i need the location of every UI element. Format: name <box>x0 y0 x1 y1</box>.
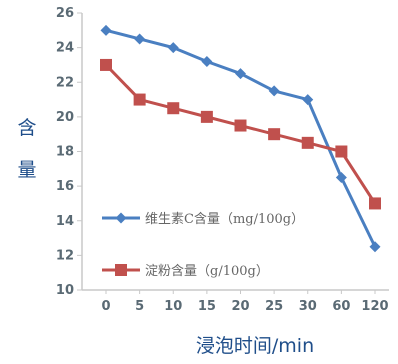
x-tick-label: 60 <box>332 299 350 314</box>
y-tick-label: 26 <box>56 6 74 21</box>
legend-marker <box>115 212 127 224</box>
y-tick-label: 14 <box>56 214 74 229</box>
data-point <box>369 197 381 210</box>
data-point <box>369 241 381 253</box>
data-point <box>268 128 281 141</box>
x-axis-ticks: 0 5 10 15 20 25 30 60 120 <box>101 290 389 314</box>
x-tick-label: 120 <box>361 299 388 314</box>
data-point <box>301 136 314 149</box>
data-point <box>200 110 213 123</box>
data-point <box>201 55 213 67</box>
y-tick-label: 20 <box>56 110 74 125</box>
legend-label: 淀粉含量（g/100g） <box>145 263 269 279</box>
x-axis-title: 浸泡时间/min <box>196 335 314 357</box>
x-tick-label: 15 <box>198 299 216 314</box>
y-tick-label: 12 <box>56 248 74 263</box>
x-tick-label: 0 <box>101 299 110 314</box>
data-point <box>235 68 246 80</box>
legend-label: 维生素C含量（mg/100g） <box>145 211 304 227</box>
data-point <box>134 33 146 45</box>
data-point <box>167 102 180 115</box>
y-tick-label: 22 <box>56 75 74 90</box>
y-axis-ticks: 10 12 14 16 18 20 22 24 26 <box>56 6 82 298</box>
x-tick-label: 20 <box>231 299 249 314</box>
y-tick-label: 16 <box>56 179 74 194</box>
x-tick-label: 10 <box>164 299 182 314</box>
series-line-2 <box>104 63 377 205</box>
data-point <box>268 85 280 97</box>
data-point <box>100 58 112 71</box>
y-tick-label: 18 <box>56 145 74 160</box>
y-axis-title-char: 含 <box>17 117 36 139</box>
data-point <box>335 145 348 158</box>
y-axis-title-char: 量 <box>17 159 36 181</box>
data-point <box>234 119 247 132</box>
x-tick-label: 5 <box>135 299 144 314</box>
y-axis-title: 含量 <box>17 117 36 181</box>
data-point <box>100 24 112 36</box>
y-tick-label: 10 <box>56 283 74 298</box>
x-tick-label: 30 <box>299 299 317 314</box>
data-point <box>335 171 347 183</box>
y-tick-label: 24 <box>56 41 74 56</box>
legend-marker <box>115 264 127 276</box>
series-layer <box>100 24 381 253</box>
data-point <box>302 94 314 106</box>
legend: 维生素C含量（mg/100g） 淀粉含量（g/100g） <box>102 211 304 279</box>
x-tick-label: 25 <box>265 299 283 314</box>
data-point <box>133 93 146 106</box>
data-point <box>167 42 179 54</box>
